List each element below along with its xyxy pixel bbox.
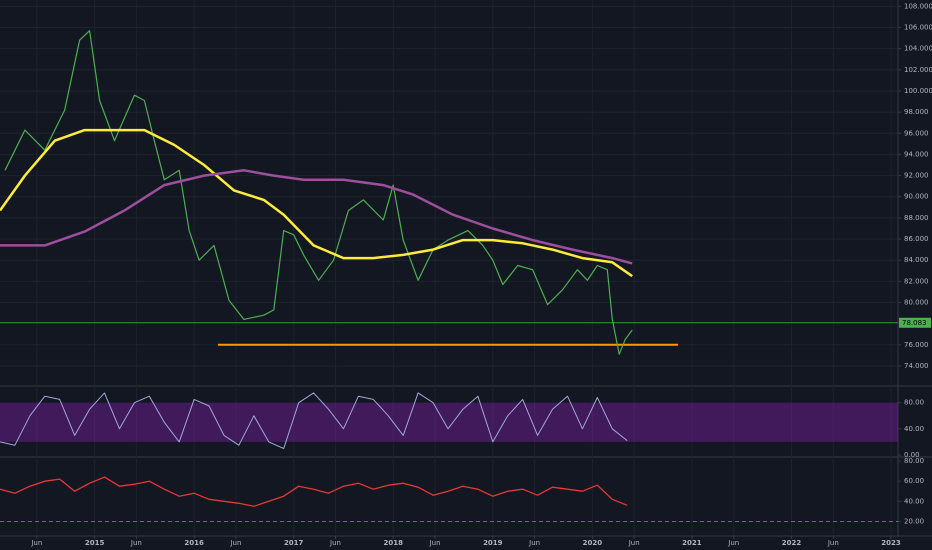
x-tick-label: Jun [30,539,42,547]
y-tick-label: 88.000 [904,214,929,222]
x-tick-label: 2019 [483,539,503,547]
series-line [4,30,633,355]
y-tick-label: 106.000 [904,24,932,32]
y-tick-label: 100.000 [904,87,932,95]
y-tick-label: 80.000 [904,299,929,307]
y-tick-label: 108.000 [904,2,932,10]
y-tick-label: 40.00 [904,425,924,433]
x-tick-label: 2023 [881,539,901,547]
y-tick-label: 84.000 [904,256,929,264]
series-line [0,128,633,278]
series-line [0,169,633,265]
y-tick-label: 90.000 [904,193,929,201]
series-line [0,476,628,507]
x-tick-label: 2017 [284,539,304,547]
y-tick-label: 82.000 [904,277,929,285]
y-tick-label: 20.00 [904,517,924,525]
y-tick-label: 94.000 [904,150,929,158]
y-tick-label: 76.000 [904,341,929,349]
x-tick-label: 2020 [583,539,603,547]
x-tick-label: Jun [628,539,640,547]
y-tick-label: 92.000 [904,172,929,180]
x-tick-label: Jun [727,539,739,547]
x-tick-label: Jun [229,539,241,547]
x-tick-label: 2016 [184,539,204,547]
x-tick-label: Jun [130,539,142,547]
y-tick-label: 104.000 [904,45,932,53]
x-tick-label: Jun [429,539,441,547]
y-tick-label: 80.00 [904,399,924,407]
y-tick-label: 40.00 [904,497,924,505]
x-tick-label: Jun [827,539,839,547]
x-tick-label: 2021 [682,539,702,547]
y-tick-label: 98.000 [904,108,929,116]
y-tick-label: 74.000 [904,362,929,370]
price-label: 78.083 [902,319,927,327]
y-tick-label: 80.00 [904,457,924,465]
y-tick-label: 96.000 [904,129,929,137]
x-tick-label: Jun [329,539,341,547]
x-tick-label: 2022 [782,539,802,547]
series-line [0,392,628,449]
x-tick-label: 2015 [85,539,105,547]
price-label-box [899,317,931,328]
band [0,402,898,442]
x-tick-label: Jun [528,539,540,547]
y-tick-label: 86.000 [904,235,929,243]
x-tick-label: 2018 [384,539,404,547]
y-tick-label: 60.00 [904,477,924,485]
y-tick-label: 0.00 [904,451,920,459]
y-tick-label: 102.000 [904,66,932,74]
